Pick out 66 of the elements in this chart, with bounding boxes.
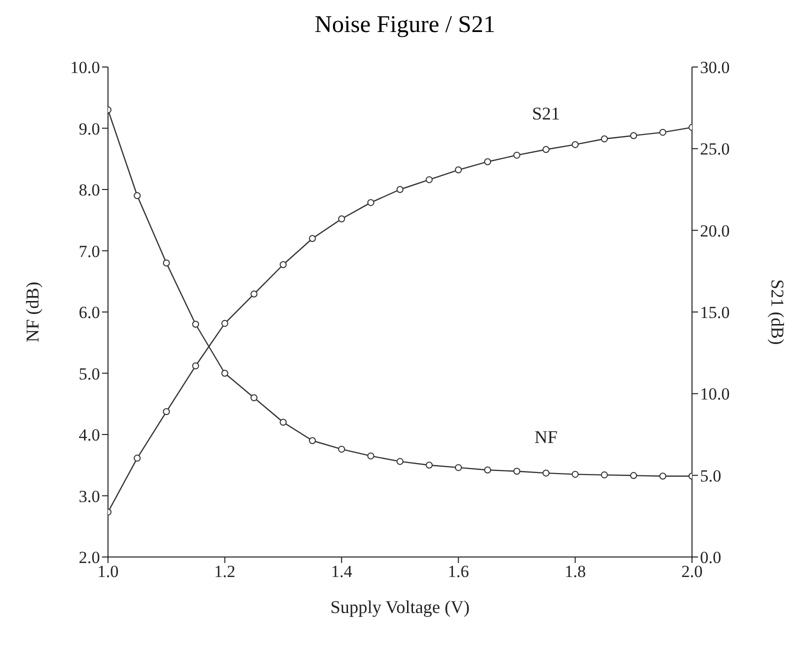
point [659,128,666,136]
point [426,462,433,469]
y2-tick-label: 5.0 [700,466,722,486]
y-axis-title: NF (dB) [22,282,42,342]
chart-title: Noise Figure / S21 [314,12,496,39]
point [454,464,462,472]
point [484,466,492,474]
y2-tick-label: 30.0 [700,58,730,78]
x-tick-label: 1.6 [448,562,470,582]
point [572,470,579,478]
y-tick-label: 10.0 [70,58,100,78]
point [338,215,346,222]
point [192,320,200,328]
point [542,146,550,153]
y-tick-label: 4.0 [78,426,100,445]
x-tick-label: 2.0 [681,562,703,582]
y2-tick-label: 20.0 [700,221,730,240]
point [367,452,374,460]
point [396,458,404,465]
point [600,135,608,142]
point [192,362,200,370]
point [280,418,287,426]
point [396,186,404,193]
x-axis-title: Supply Voltage (V) [330,597,470,617]
point [162,408,170,416]
y2-tick-label: 15.0 [700,303,730,322]
point [426,176,433,184]
y2-tick-label: 10.0 [700,384,730,404]
point [134,192,141,200]
series-label: NF [534,427,558,448]
point [513,468,520,475]
point [630,132,638,140]
point [250,290,258,298]
point [162,260,170,266]
y-tick-label: 6.0 [78,303,100,322]
point [600,471,608,478]
point [221,370,228,377]
point [454,166,462,174]
y2-axis-title: S21 (dB) [768,279,788,345]
y-tick-label: 5.0 [78,364,100,384]
y-tick-label: 2.0 [78,548,100,568]
y2-tick-label: 25.0 [700,140,730,159]
y-tick-label: 7.0 [78,242,100,261]
point [280,261,287,268]
point [513,152,520,159]
point [250,394,258,402]
x-tick-label: 1.4 [330,562,353,582]
point [308,437,316,444]
y-tick-label: 8.0 [78,180,100,200]
point [659,472,666,480]
y-tick-label: 9.0 [78,119,100,138]
point [338,446,346,453]
x-tick-label: 1.0 [97,562,119,582]
point [630,472,638,480]
x-tick-label: 1.2 [214,562,236,582]
y-tick-label: 3.0 [78,486,100,506]
point [572,141,579,148]
y2-tick-label: 0.0 [700,548,722,568]
point [367,199,374,206]
point [134,454,141,462]
point [221,320,228,327]
x-tick-label: 1.8 [564,562,586,582]
point [484,158,492,166]
series-label: S21 [532,103,560,124]
point [542,470,550,477]
point [308,235,316,242]
